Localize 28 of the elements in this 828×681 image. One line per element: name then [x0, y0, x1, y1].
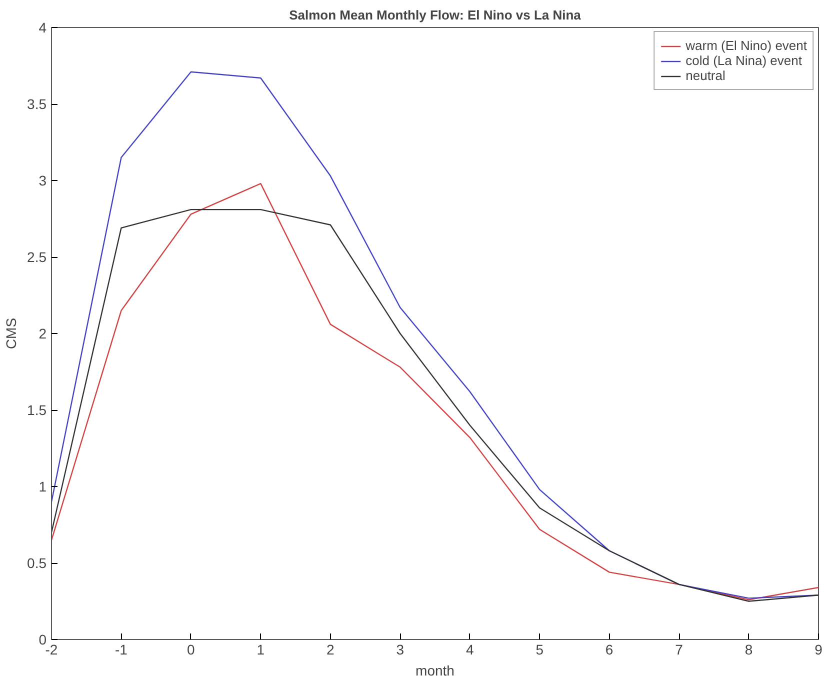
x-tick-label: 6	[605, 642, 614, 658]
x-tick-label: 7	[675, 642, 684, 658]
x-tick-label: 4	[466, 642, 474, 658]
x-tick-label: 1	[256, 642, 265, 658]
x-tick-label: -1	[115, 642, 128, 658]
y-tick-label: 2.5	[27, 249, 47, 265]
y-tick-label: 4	[38, 20, 47, 36]
chart-title: Salmon Mean Monthly Flow: El Nino vs La Nina	[289, 8, 582, 22]
y-tick-label: 2	[38, 326, 47, 342]
line-series	[52, 71, 818, 599]
x-tick-label: -2	[45, 642, 58, 658]
y-tick-label: 3	[38, 172, 47, 188]
legend-label: neutral	[686, 68, 726, 83]
legend-label: cold (La Nina) event	[686, 53, 802, 68]
y-tick-label: 0	[38, 632, 47, 648]
legend-label: warm (El Nino) event	[686, 38, 807, 53]
x-tick-label: 0	[187, 642, 196, 658]
x-axis-title: month	[416, 662, 454, 678]
x-tick-label: 8	[744, 642, 753, 658]
y-tick-label: 0.5	[27, 555, 47, 571]
y-tick-label: 1.5	[27, 402, 47, 418]
x-tick-label: 9	[814, 642, 823, 658]
x-tick-label: 2	[326, 642, 335, 658]
y-tick-label: 1	[38, 478, 47, 494]
y-axis-title: CMS	[3, 318, 20, 350]
y-tick-label: 3.5	[27, 96, 47, 112]
x-tick-label: 3	[396, 642, 404, 658]
x-tick-label: 5	[536, 642, 544, 658]
